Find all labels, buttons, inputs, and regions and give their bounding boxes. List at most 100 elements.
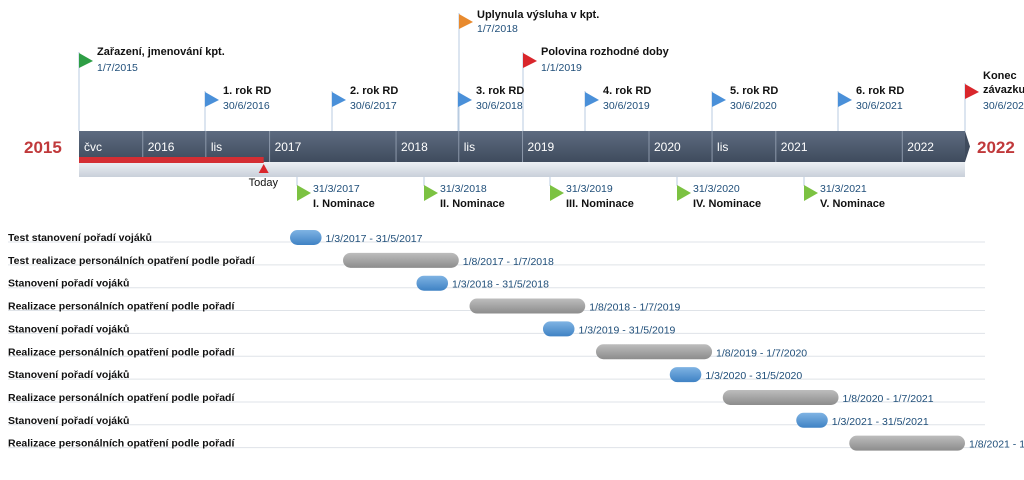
milestone-title: Zařazení, jmenování kpt. (97, 46, 225, 58)
nomination-date: 31/3/2018 (440, 183, 487, 195)
milestone-date: 30/6/2017 (350, 100, 397, 112)
nomination-title: I. Nominace (313, 198, 375, 210)
axis-end-cap (965, 131, 970, 162)
task-date-range: 1/8/2017 - 1/7/2018 (463, 256, 554, 268)
milestone-flag (332, 92, 346, 107)
axis-tick-label: 2019 (528, 140, 555, 154)
milestone-title: Polovina rozhodné doby (541, 46, 670, 58)
milestone-flag (965, 84, 979, 99)
milestone-flag (712, 92, 726, 107)
nomination-title: II. Nominace (440, 198, 505, 210)
task-label: Stanovení pořadí vojáků (8, 278, 129, 290)
task-label: Realizace personálních opatření podle po… (8, 301, 235, 313)
axis-tick-label: čvc (84, 140, 102, 154)
nomination-date: 31/3/2021 (820, 183, 867, 195)
axis-tick-label: lis (717, 140, 728, 154)
axis-labels: čvc 2016 lis 2017 2018 lis 2019 2020 lis 2021 2022 (84, 131, 934, 162)
axis-tick-label: 2018 (401, 140, 428, 154)
milestone-title: Uplynula výsluha v kpt. (477, 9, 599, 21)
milestone-title: 2. rok RD (350, 85, 398, 97)
nomination-title: IV. Nominace (693, 198, 761, 210)
task-date-range: 1/8/2019 - 1/7/2020 (716, 347, 807, 359)
task-bar (469, 298, 586, 314)
task-date-range: 1/3/2020 - 31/5/2020 (705, 370, 802, 382)
task-label: Test realizace personálních opatření pod… (8, 255, 256, 267)
task-label: Realizace personálních opatření podle po… (8, 392, 235, 404)
milestones-below: 31/3/2017 I. Nominace 31/3/2018 II. Nominac… (297, 183, 885, 210)
axis-tick-label: 2017 (275, 140, 302, 154)
nomination-date: 31/3/2017 (313, 183, 360, 195)
task-date-range: 1/3/2021 - 31/5/2021 (832, 416, 929, 428)
today-label: Today (249, 177, 279, 189)
task-bar (542, 321, 575, 337)
task-date-range: 1/8/2021 - 1/7/2022 (969, 439, 1024, 451)
milestone-date: 30/6/2019 (603, 100, 650, 112)
milestone-title: Konec (983, 70, 1017, 82)
milestone-title: 6. rok RD (856, 85, 904, 97)
task-bar (343, 252, 459, 268)
nomination-flag (804, 185, 818, 201)
task-bar (722, 389, 839, 405)
milestone-flag (79, 53, 93, 68)
task-date-range: 1/3/2019 - 31/5/2019 (578, 324, 675, 336)
end-year-label: 2022 (977, 138, 1015, 157)
milestone-flag (585, 92, 599, 107)
axis-tick-label: lis (211, 140, 222, 154)
progress-layer: Today (79, 157, 279, 189)
task-bar (669, 367, 702, 383)
milestone-date: 1/7/2015 (97, 62, 138, 74)
milestone-title: 1. rok RD (223, 85, 271, 97)
task-bar (595, 344, 713, 360)
task-label: Stanovení pořadí vojáků (8, 369, 129, 381)
milestone-flag (459, 14, 473, 29)
milestone-date: 30/6/2021 (856, 100, 903, 112)
axis-tick-label: 2021 (781, 140, 808, 154)
start-year-label: 2015 (24, 138, 62, 157)
nomination-flag (550, 185, 564, 201)
axis-bar (79, 131, 965, 162)
milestone-date: 30/6/2016 (223, 100, 270, 112)
task-date-range: 1/8/2020 - 1/7/2021 (843, 393, 934, 405)
task-bar (416, 275, 449, 291)
milestone-date: 30/6/2022 (983, 100, 1024, 112)
milestone-flag (205, 92, 219, 107)
task-bar (796, 412, 828, 428)
task-label: Test stanovení pořadí vojáků (8, 232, 152, 244)
milestone-date: 30/6/2020 (730, 100, 777, 112)
milestone-title: 3. rok RD (476, 85, 524, 97)
task-date-range: 1/8/2018 - 1/7/2019 (589, 302, 680, 314)
task-date-range: 1/3/2017 - 31/5/2017 (326, 233, 423, 245)
nomination-title: III. Nominace (566, 198, 634, 210)
nomination-date: 31/3/2020 (693, 183, 740, 195)
timeline-axis (79, 131, 970, 177)
nomination-title: V. Nominace (820, 198, 885, 210)
progress-bar (79, 157, 264, 163)
today-marker (258, 164, 269, 173)
nomination-flag (297, 185, 311, 201)
nomination-flag (424, 185, 438, 201)
nomination-flag (677, 185, 691, 201)
task-label: Stanovení pořadí vojáků (8, 415, 129, 427)
milestone-title: 4. rok RD (603, 85, 651, 97)
task-bar (849, 435, 965, 451)
milestone-date: 1/7/2018 (477, 23, 518, 35)
axis-tick-label: 2022 (907, 140, 934, 154)
milestone-flag (523, 53, 537, 68)
task-date-range: 1/3/2018 - 31/5/2018 (452, 279, 549, 291)
milestone-flag (838, 92, 852, 107)
milestone-flag (458, 92, 472, 107)
milestone-date: 30/6/2018 (476, 100, 523, 112)
task-label: Realizace personálních opatření podle po… (8, 438, 235, 450)
task-bar (290, 230, 322, 245)
task-rows: Test stanovení pořadí vojáků 1/3/2017 - 3… (8, 230, 1024, 451)
axis-tick-label: lis (464, 140, 475, 154)
nomination-date: 31/3/2019 (566, 183, 613, 195)
axis-tick-label: 2020 (654, 140, 681, 154)
milestone-title: 5. rok RD (730, 85, 778, 97)
axis-tick-label: 2016 (148, 140, 175, 154)
axis-underlay (79, 161, 965, 177)
task-label: Stanovení pořadí vojáků (8, 323, 129, 335)
milestone-date: 1/1/2019 (541, 62, 582, 74)
milestone-title-line2: závazku (983, 84, 1024, 96)
